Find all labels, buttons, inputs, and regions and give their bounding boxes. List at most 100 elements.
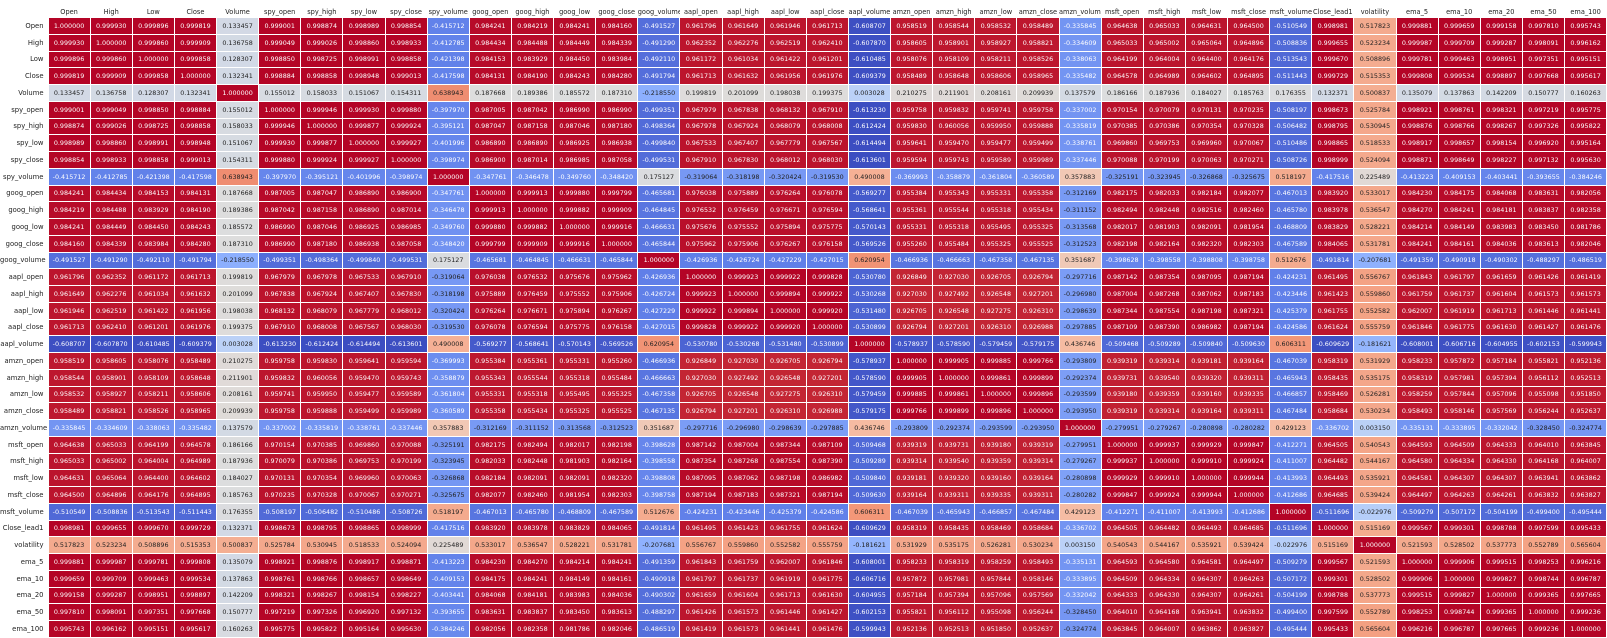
heatmap-cell: 0.187668 [215,184,260,203]
heatmap-cell: -0.499840 [637,134,681,152]
heatmap-cell: -0.337002 [258,419,302,437]
heatmap-cell: 0.975775 [552,318,597,337]
heatmap-cell: 0.976671 [763,201,807,219]
heatmap-cell: 0.961476 [805,620,849,638]
heatmap-cell: -0.395121 [300,167,344,186]
heatmap-cell: 0.984131 [173,184,218,203]
heatmap-cell: 0.958233 [889,553,934,571]
heatmap-cell: -0.465681 [637,184,681,203]
heatmap-cell: -0.279267 [1142,419,1186,437]
heatmap-cell: 0.984449 [89,218,133,236]
column-label: spy_close [390,8,422,16]
heatmap-cell: -0.337446 [384,419,428,437]
heatmap-cell: 0.959832 [258,368,302,387]
heatmap-cell: 0.998884 [258,67,302,85]
heatmap-cell: 0.135079 [1395,84,1439,102]
heatmap-cell: 0.986890 [342,184,386,203]
heatmap-cell: 1.000000 [131,50,175,69]
heatmap-cell: 0.961172 [131,268,175,286]
heatmap-cell: 1.000000 [1016,402,1060,420]
heatmap-cell: -0.511696 [1311,502,1355,521]
heatmap-cell: 0.958435 [1311,368,1355,387]
heatmap-cell: 0.961630 [1479,318,1523,337]
heatmap-cell: 0.959743 [932,151,976,169]
heatmap-cell: 0.962276 [721,33,765,52]
heatmap-cell: 0.939181 [1184,352,1229,370]
heatmap-cell: 0.967567 [805,134,849,152]
heatmap-cell: 0.984241 [1395,234,1439,253]
heatmap-cell: 0.999906 [1437,553,1481,571]
heatmap-cell: -0.335819 [300,419,344,437]
heatmap-cell: 0.998744 [1521,569,1566,588]
heatmap-cell: 0.984488 [510,33,555,52]
heatmap-cell: -0.509840 [847,469,892,487]
heatmap-cell: 0.955495 [974,218,1018,236]
heatmap-cell: -0.280282 [1226,419,1271,437]
heatmap-row: amzn_volume -0.335845 -0.334609 -0.338063 -0… [0,419,1607,437]
heatmap-cell: 0.187668 [468,84,512,102]
heatmap-cell: 0.490008 [847,167,892,186]
heatmap-cell: 0.959477 [342,385,386,404]
heatmap-cell: 0.926548 [721,385,765,404]
heatmap-cell: 0.957844 [1437,385,1481,404]
row-label: spy_low [16,139,44,148]
heatmap-cell: 0.983983 [1479,218,1523,236]
heatmap-cell: 0.959989 [1016,151,1060,169]
row-label: goog_high [8,206,44,215]
heatmap-cell: 0.926988 [805,402,849,420]
heatmap-cell: 0.998921 [258,553,302,571]
heatmap-cell: 1.000000 [89,33,133,52]
heatmap-cell: 0.997599 [1521,519,1566,538]
heatmap-cell: 0.961419 [1563,268,1607,286]
heatmap-cell: 0.963832 [1521,486,1566,504]
heatmap-cell: 0.999987 [1395,33,1439,52]
heatmap-cell: -0.607870 [89,335,133,353]
heatmap-cell: 0.961755 [763,519,807,538]
heatmap-cell: -0.509468 [847,435,892,454]
heatmap-cell: -0.398974 [384,167,428,186]
heatmap-cell: 1.000000 [679,268,723,286]
heatmap-cell: 0.959470 [342,368,386,387]
heatmap-cell: 0.537773 [1479,536,1523,554]
heatmap-cell: 0.995151 [1563,50,1607,69]
heatmap-cell: 0.982460 [1226,201,1271,219]
heatmap-cell: 0.998788 [1311,586,1355,605]
heatmap-cell: 0.998858 [384,50,428,69]
heatmap-cell: 0.999927 [342,151,386,169]
heatmap-cell: -0.423446 [721,502,765,521]
heatmap-cell: -0.608001 [847,553,892,571]
heatmap-cell: 0.565604 [1563,536,1607,554]
heatmap-cell: 0.987268 [1142,285,1186,303]
heatmap-cell: 0.982056 [1563,184,1607,203]
heatmap-cell: 0.998860 [342,33,386,52]
heatmap-cell: 0.998876 [1395,117,1439,136]
heatmap-cell: 0.986990 [258,218,302,236]
heatmap-cell: 0.965033 [1142,17,1186,35]
heatmap-cell: 0.964007 [1563,452,1607,471]
heatmap-cell: -0.336702 [1058,519,1102,538]
heatmap-cell: 0.997668 [173,603,218,621]
heatmap-cell: 0.137579 [215,419,260,437]
heatmap-cell: 0.998673 [1311,100,1355,119]
heatmap-cell: 0.959641 [342,352,386,370]
heatmap-cell: 0.429123 [1269,419,1313,437]
heatmap-cell: 0.964500 [1226,17,1271,35]
heatmap-cell: -0.413223 [426,553,470,571]
heatmap-cell: 0.999463 [1437,50,1481,69]
heatmap-row: msft_open 0.964638 0.965033 0.964199 0.96457… [0,435,1607,454]
heatmap-cell: 0.987194 [1226,318,1271,337]
heatmap-cell: 0.964400 [131,469,175,487]
heatmap-cell: 0.976532 [679,201,723,219]
heatmap-cell: 0.995164 [1563,134,1607,152]
heatmap-cell: 0.967979 [679,100,723,119]
heatmap-cell: 0.552789 [1353,603,1397,621]
heatmap-cell: 1.000000 [763,301,807,320]
heatmap-cell: -0.318198 [426,285,470,303]
heatmap-cell: 0.998897 [173,586,218,605]
heatmap-cell: -0.467013 [1269,184,1313,203]
heatmap-cell: 0.957394 [932,586,976,605]
heatmap-cell: 0.961713 [805,17,849,35]
heatmap-cell: -0.323945 [426,452,470,471]
heatmap-cell: 0.987158 [300,201,344,219]
heatmap-cell: -0.508197 [258,502,302,521]
